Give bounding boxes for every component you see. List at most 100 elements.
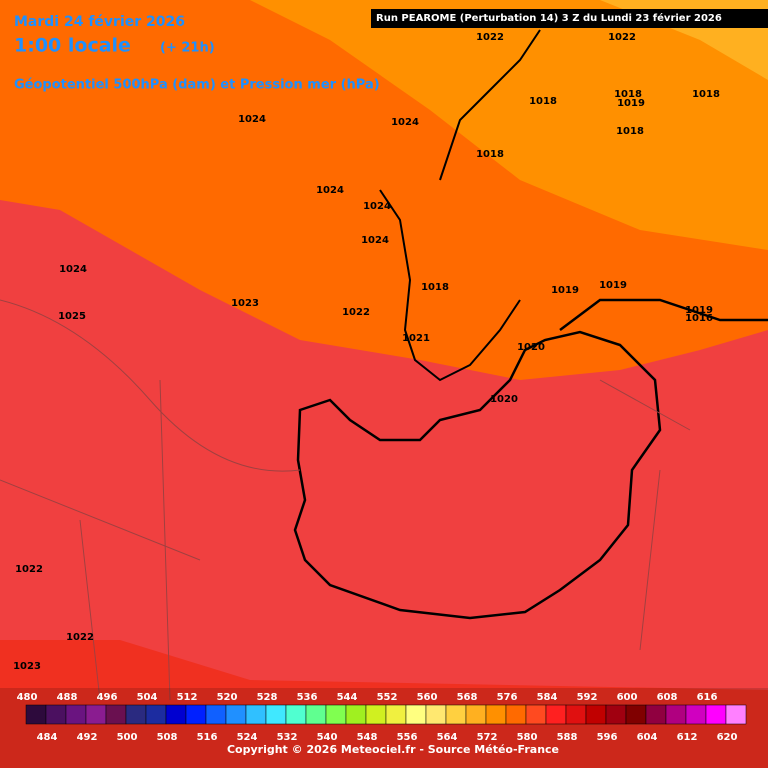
colorbar-swatch bbox=[685, 704, 707, 725]
colorbar-swatch bbox=[65, 704, 87, 725]
colorbar-swatch bbox=[125, 704, 147, 725]
run-box bbox=[371, 9, 768, 28]
colorbar-label: 572 bbox=[477, 732, 498, 743]
colorbar-swatch bbox=[165, 704, 187, 725]
colorbar-swatch bbox=[565, 704, 587, 725]
isobar-label: 1022 bbox=[476, 32, 504, 43]
date: Mardi 24 février 2026 bbox=[14, 14, 185, 30]
isobar-label: 1024 bbox=[238, 114, 266, 125]
colorbar-label: 540 bbox=[317, 732, 338, 743]
colorbar-label: 500 bbox=[117, 732, 138, 743]
colorbar-swatch bbox=[205, 704, 227, 725]
isobar-label: 1018 bbox=[692, 89, 720, 100]
isobar-label: 1018 bbox=[476, 149, 504, 160]
colorbar-label: 584 bbox=[537, 692, 558, 703]
isobar-label: 1018 bbox=[614, 89, 642, 100]
colorbar-swatch bbox=[425, 704, 447, 725]
colorbar-swatch bbox=[665, 704, 687, 725]
colorbar-swatch bbox=[485, 704, 507, 725]
coastline bbox=[379, 189, 521, 382]
colorbar-label: 596 bbox=[597, 732, 618, 743]
isobar-label: 1023 bbox=[13, 661, 41, 672]
colorbar-swatch bbox=[345, 704, 367, 725]
colorbar-label: 508 bbox=[157, 732, 178, 743]
colorbar-label: 548 bbox=[357, 732, 378, 743]
isobar-label: 1019 bbox=[599, 280, 627, 291]
isobar-label: 1025 bbox=[58, 311, 86, 322]
colorbar-label: 600 bbox=[617, 692, 638, 703]
colorbar-label: 552 bbox=[377, 692, 398, 703]
isobar-label: 1022 bbox=[15, 564, 43, 575]
colorbar-label: 484 bbox=[37, 732, 58, 743]
colorbar-label: 604 bbox=[637, 732, 658, 743]
colorbar-swatch bbox=[725, 704, 747, 725]
colorbar-label: 608 bbox=[657, 692, 678, 703]
colorbar-swatch bbox=[105, 704, 127, 725]
copyright: Copyright © 2026 Meteociel.fr - Source M… bbox=[227, 743, 559, 756]
colorbar-label: 560 bbox=[417, 692, 438, 703]
isobar-label: 1024 bbox=[363, 201, 391, 212]
isobar-label: 1018 bbox=[616, 126, 644, 137]
isobar-label: 1020 bbox=[517, 342, 545, 353]
isobar-label: 1018 bbox=[421, 282, 449, 293]
colorbar-swatch bbox=[405, 704, 427, 725]
colorbar-label: 592 bbox=[577, 692, 598, 703]
colorbar-label: 504 bbox=[137, 692, 158, 703]
colorbar-label: 532 bbox=[277, 732, 298, 743]
colorbar-label: 564 bbox=[437, 732, 458, 743]
isobar-label: 1024 bbox=[391, 117, 419, 128]
isobar-label: 1019 bbox=[617, 98, 645, 109]
field-name: Géopotentiel 500hPa (dam) et Pression me… bbox=[14, 78, 380, 93]
isobar-label: 1022 bbox=[66, 632, 94, 643]
colorbar-label: 588 bbox=[557, 732, 578, 743]
colorbar-label: 516 bbox=[197, 732, 218, 743]
colorbar-label: 568 bbox=[457, 692, 478, 703]
field-584 bbox=[0, 640, 768, 768]
colorbar-backdrop bbox=[0, 688, 768, 768]
lead-time: (+ 21h) bbox=[160, 41, 215, 56]
colorbar-label: 576 bbox=[497, 692, 518, 703]
colorbar-swatch bbox=[45, 704, 67, 725]
colorbar-label: 612 bbox=[677, 732, 698, 743]
isobar-label: 1019 bbox=[685, 305, 713, 316]
colorbar-swatch bbox=[225, 704, 247, 725]
isobar-label: 1024 bbox=[361, 235, 389, 246]
colorbar-label: 488 bbox=[57, 692, 78, 703]
colorbar-swatch bbox=[705, 704, 727, 725]
colorbar-swatch bbox=[585, 704, 607, 725]
colorbar-swatch bbox=[285, 704, 307, 725]
isobar-label: 1021 bbox=[402, 333, 430, 344]
isobar-label: 1016 bbox=[685, 313, 713, 324]
colorbar-swatch bbox=[265, 704, 287, 725]
colorbar-swatch bbox=[365, 704, 387, 725]
colorbar-label: 480 bbox=[17, 692, 38, 703]
colorbar-label: 556 bbox=[397, 732, 418, 743]
isobar-label: 1024 bbox=[59, 264, 87, 275]
colorbar-swatch bbox=[645, 704, 667, 725]
border bbox=[0, 299, 691, 701]
colorbar-swatch bbox=[545, 704, 567, 725]
colorbar-swatch bbox=[305, 704, 327, 725]
colorbar-label: 512 bbox=[177, 692, 198, 703]
time: 1:00 locale bbox=[14, 35, 131, 57]
isobar-label: 1022 bbox=[608, 32, 636, 43]
colorbar-label: 524 bbox=[237, 732, 258, 743]
coastline bbox=[439, 29, 541, 181]
colorbar-swatch bbox=[605, 704, 627, 725]
colorbar-label: 620 bbox=[717, 732, 738, 743]
isobar-label: 1024 bbox=[316, 185, 344, 196]
field-572 bbox=[250, 0, 768, 250]
colorbar-swatch bbox=[625, 704, 647, 725]
colorbar-swatch bbox=[145, 704, 167, 725]
colorbar-label: 616 bbox=[697, 692, 718, 703]
colorbar-swatch bbox=[385, 704, 407, 725]
colorbar-swatch bbox=[325, 704, 347, 725]
isobar-label: 1018 bbox=[529, 96, 557, 107]
colorbar-label: 580 bbox=[517, 732, 538, 743]
colorbar-swatch bbox=[525, 704, 547, 725]
colorbar-label: 496 bbox=[97, 692, 118, 703]
colorbar-swatch bbox=[185, 704, 207, 725]
colorbar-label: 520 bbox=[217, 692, 238, 703]
isobar-label: 1023 bbox=[231, 298, 259, 309]
